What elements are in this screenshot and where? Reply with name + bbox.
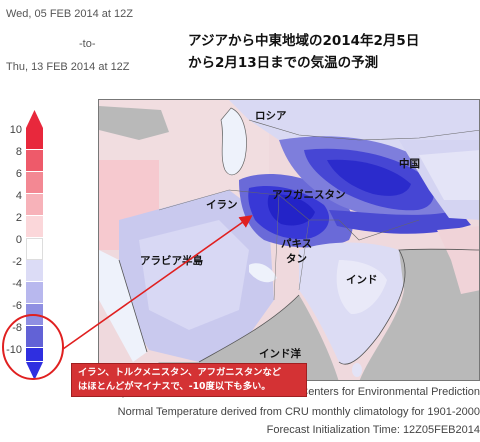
start-date: Wed, 05 FEB 2014 at 12Z bbox=[6, 8, 133, 20]
scale-tick-10: 10 bbox=[9, 124, 22, 136]
scale-tick-minus-6: -6 bbox=[12, 300, 22, 312]
scale-tick-2: 2 bbox=[15, 212, 22, 224]
scale-seg-cool-2 bbox=[26, 282, 43, 304]
scale-tick-4: 4 bbox=[15, 190, 22, 202]
label-arabian-peninsula: アラビア半島 bbox=[140, 255, 203, 267]
scale-seg-warm-2 bbox=[26, 194, 43, 216]
scale-seg-cool-5 bbox=[26, 348, 43, 362]
scale-seg-warm-1 bbox=[26, 216, 43, 238]
scale-seg-warm-5 bbox=[26, 128, 43, 150]
to-separator: -to- bbox=[79, 38, 96, 50]
callout-line-1: イラン、トルクメニスタン、アフガニスタンなど bbox=[78, 367, 282, 378]
annotation-callout: イラン、トルクメニスタン、アフガニスタンなど はほとんどがマイナスで、-10度以… bbox=[71, 363, 307, 397]
label-indian-ocean: インド洋 bbox=[259, 348, 301, 360]
scale-seg-cool-3 bbox=[26, 304, 43, 326]
label-afghanistan: アフガニスタン bbox=[272, 189, 346, 201]
scale-seg-cool-1 bbox=[26, 260, 43, 282]
scale-tick-minus-4: -4 bbox=[12, 278, 22, 290]
scale-seg-warm-4 bbox=[26, 150, 43, 172]
label-iran: イラン bbox=[206, 199, 238, 211]
label-pakistan-1: パキス bbox=[281, 238, 313, 250]
scale-tick-minus-8: -8 bbox=[12, 322, 22, 334]
headline-line-2: から2月13日までの気温の予測 bbox=[188, 55, 379, 71]
credit-init-time: Forecast Initialization Time: 12Z05FEB20… bbox=[266, 424, 480, 436]
label-china: 中国 bbox=[399, 158, 420, 170]
headline-line-1: アジアから中東地域の2014年2月5日 bbox=[188, 33, 420, 49]
callout-line-2: はほとんどがマイナスで、-10度以下も多い。 bbox=[78, 381, 271, 392]
scale-tick-minus-2: -2 bbox=[12, 256, 22, 268]
end-date: Thu, 13 FEB 2014 at 12Z bbox=[6, 61, 130, 73]
scale-seg-neutral bbox=[26, 238, 43, 260]
scale-seg-cool-4 bbox=[26, 326, 43, 348]
scale-tick-8: 8 bbox=[15, 146, 22, 158]
label-pakistan-2: タン bbox=[286, 253, 307, 265]
label-russia: ロシア bbox=[255, 110, 287, 122]
scale-tick-6: 6 bbox=[15, 168, 22, 180]
scale-bottom-arrow bbox=[26, 362, 43, 380]
scale-tick-0: 0 bbox=[15, 234, 22, 246]
scale-tick-minus-10: -10 bbox=[6, 344, 22, 356]
scale-seg-warm-3 bbox=[26, 172, 43, 194]
credit-cru: Normal Temperature derived from CRU mont… bbox=[117, 406, 480, 418]
scale-top-arrow bbox=[26, 110, 43, 128]
label-india: インド bbox=[346, 274, 378, 286]
